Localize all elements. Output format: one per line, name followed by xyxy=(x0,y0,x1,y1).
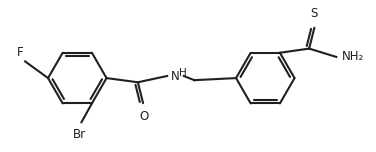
Text: N: N xyxy=(171,69,180,83)
Text: O: O xyxy=(139,111,149,123)
Text: NH₂: NH₂ xyxy=(341,50,364,63)
Text: S: S xyxy=(311,7,318,20)
Text: H: H xyxy=(179,68,186,78)
Text: F: F xyxy=(17,46,23,59)
Text: Br: Br xyxy=(73,128,86,142)
